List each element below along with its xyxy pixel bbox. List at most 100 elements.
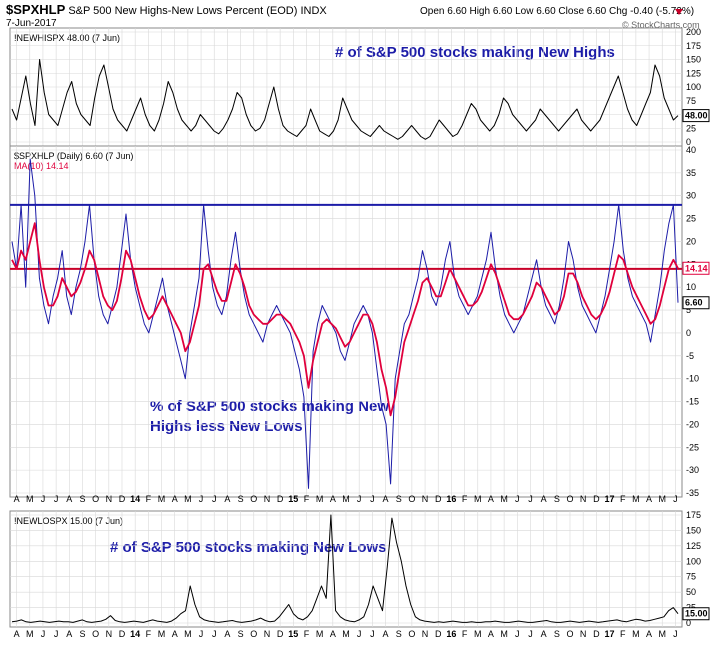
x-tick-label: O xyxy=(566,494,573,504)
x-tick-label: S xyxy=(79,494,85,504)
y-tick-label: 75 xyxy=(686,96,696,106)
x-tick-label: S xyxy=(79,629,85,639)
y-tick-label: 150 xyxy=(686,525,701,535)
x-tick-label: 17 xyxy=(605,629,615,639)
x-tick-label: M xyxy=(158,629,166,639)
chart-header: $SPXHLP S&P 500 New Highs-New Lows Perce… xyxy=(6,2,327,17)
x-tick-label: A xyxy=(224,494,230,504)
x-tick-label: M xyxy=(184,629,192,639)
x-tick-label: M xyxy=(184,494,192,504)
x-tick-label: A xyxy=(14,494,20,504)
x-tick-label: J xyxy=(41,629,46,639)
hlp-last-tag-box xyxy=(682,296,710,310)
hlp-annotation-line1: % of S&P 500 stocks making New xyxy=(150,398,389,415)
x-tick-label: A xyxy=(646,629,652,639)
y-tick-label: 35 xyxy=(686,168,696,178)
y-tick-label: 50 xyxy=(686,587,696,597)
ma-last-tag-text: 14.14 xyxy=(685,263,708,273)
x-tick-label: N xyxy=(422,494,429,504)
x-tick-label: 15 xyxy=(288,494,298,504)
x-tick-label: F xyxy=(462,494,468,504)
quote-line: Open 6.60 High 6.60 Low 6.60 Close 6.60 … xyxy=(420,6,695,17)
hlp-last-tag-text: 6.60 xyxy=(685,298,703,308)
y-tick-label: 100 xyxy=(686,82,701,92)
new-lows-annotation: # of S&P 500 stocks making New Lows xyxy=(110,539,387,556)
x-tick-label: J xyxy=(370,629,375,639)
x-tick-label: M xyxy=(26,494,34,504)
y-tick-label: -10 xyxy=(686,374,699,384)
x-tick-label: D xyxy=(593,494,600,504)
x-tick-label: M xyxy=(658,629,666,639)
x-tick-label: S xyxy=(238,629,244,639)
x-tick-label: A xyxy=(172,629,178,639)
x-tick-label: O xyxy=(250,494,257,504)
y-tick-label: 20 xyxy=(686,236,696,246)
new-highs-legend: !NEWHISPX 48.00 (7 Jun) xyxy=(14,33,121,43)
x-tick-label: F xyxy=(620,629,626,639)
x-tick-label: A xyxy=(488,494,494,504)
source-credit: © StockCharts.com xyxy=(622,20,700,30)
x-tick-label: M xyxy=(500,494,508,504)
x-tick-label: M xyxy=(474,629,482,639)
x-tick-label: S xyxy=(238,494,244,504)
x-tick-label: A xyxy=(330,494,336,504)
y-tick-label: 5 xyxy=(686,305,691,315)
x-tick-label: J xyxy=(673,494,678,504)
y-tick-label: 100 xyxy=(686,556,701,566)
x-tick-label: O xyxy=(92,494,99,504)
y-tick-label: 0 xyxy=(686,328,691,338)
y-tick-label: -25 xyxy=(686,442,699,452)
x-tick-label: A xyxy=(541,629,547,639)
y-tick-label: -35 xyxy=(686,488,699,498)
x-tick-label: A xyxy=(66,494,72,504)
y-tick-label: 75 xyxy=(686,572,696,582)
new-lows-last-tag: 15.00 xyxy=(682,607,710,621)
ma-last-tag-box xyxy=(682,261,710,275)
x-tick-label: J xyxy=(41,494,46,504)
y-tick-label: 125 xyxy=(686,68,701,78)
hlp-legend: $SPXHLP (Daily) 6.60 (7 Jun) xyxy=(14,151,134,161)
x-tick-label: O xyxy=(408,629,415,639)
ma-series-line xyxy=(11,222,679,417)
x-tick-label: J xyxy=(357,494,362,504)
down-arrow-icon xyxy=(675,9,683,15)
x-tick-label: M xyxy=(26,629,34,639)
x-tick-label: A xyxy=(383,629,389,639)
x-tick-label: N xyxy=(106,494,113,504)
chart-date: 7-Jun-2017 xyxy=(6,18,57,29)
x-tick-label: 14 xyxy=(130,494,140,504)
exchange: INDX xyxy=(300,5,327,17)
y-tick-label: 30 xyxy=(686,191,696,201)
x-tick-label: 16 xyxy=(446,494,456,504)
y-tick-label: 150 xyxy=(686,55,701,65)
x-tick-label: J xyxy=(212,629,217,639)
x-tick-label: J xyxy=(199,629,204,639)
x-tick-label: O xyxy=(566,629,573,639)
x-tick-label: S xyxy=(554,494,560,504)
x-tick-label: M xyxy=(342,629,350,639)
x-tick-label: D xyxy=(435,629,442,639)
x-tick-label: M xyxy=(632,494,640,504)
x-tick-label: N xyxy=(580,629,587,639)
new-highs-annotation: # of S&P 500 stocks making New Highs xyxy=(335,44,615,61)
x-tick-label: F xyxy=(620,494,626,504)
x-tick-label: A xyxy=(488,629,494,639)
new-highs-last-tag: 48.00 xyxy=(682,109,710,123)
x-tick-label: J xyxy=(199,494,204,504)
x-tick-label: J xyxy=(54,494,59,504)
x-tick-label: F xyxy=(304,494,310,504)
y-tick-label: 10 xyxy=(686,282,696,292)
x-tick-label: N xyxy=(264,629,271,639)
x-tick-label: F xyxy=(304,629,310,639)
x-tick-label: M xyxy=(632,629,640,639)
x-tick-label: J xyxy=(212,494,217,504)
x-tick-label: F xyxy=(146,494,152,504)
x-tick-label: A xyxy=(224,629,230,639)
x-tick-label: A xyxy=(14,629,20,639)
y-tick-label: 0 xyxy=(686,137,691,147)
x-tick-label: J xyxy=(54,629,59,639)
x-tick-label: D xyxy=(119,494,126,504)
x-tick-label: O xyxy=(408,494,415,504)
x-tick-label: J xyxy=(528,629,533,639)
